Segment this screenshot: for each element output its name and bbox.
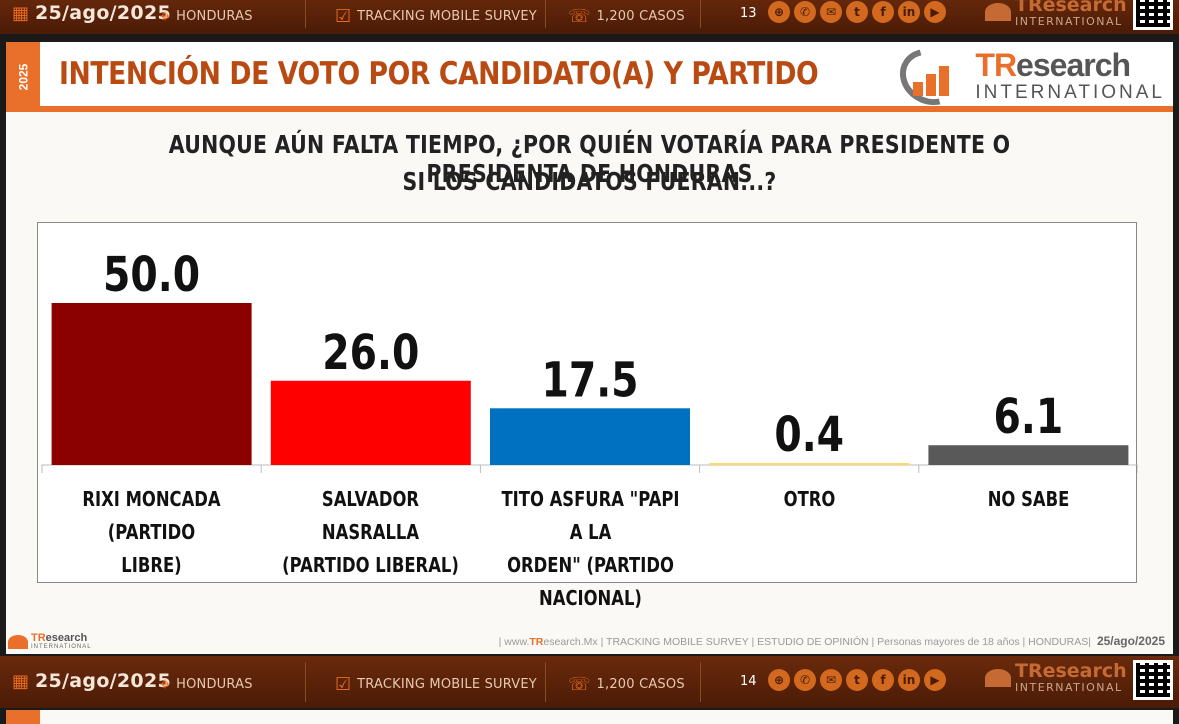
category-label: TITO ASFURA "PAPI A LA ORDEN" (PARTIDO NAC… — [500, 483, 680, 615]
category-label-line: TITO ASFURA "PAPI A LA — [500, 487, 680, 544]
footer-logo: TResearch INTERNATIONAL — [8, 633, 92, 650]
qr-code-icon — [1133, 660, 1173, 700]
twitter-icon[interactable]: t — [846, 1, 868, 23]
linkedin-icon[interactable]: in — [898, 1, 920, 23]
social-icons: ⊕ ✆ ✉ t f in ▶ — [768, 669, 946, 691]
category-label-line: SALVADOR NASRALLA — [322, 487, 420, 544]
bar — [490, 408, 690, 465]
social-icons: ⊕ ✆ ✉ t f in ▶ — [768, 1, 946, 23]
category-label-line: OTRO — [783, 487, 836, 511]
strip-country: HONDURAS — [176, 677, 253, 692]
chat-icon: ☏ — [568, 6, 591, 27]
whatsapp-icon[interactable]: ✆ — [794, 669, 816, 691]
location-icon: ⌖ — [160, 6, 171, 27]
strip-cases: 1,200 CASOS — [596, 677, 685, 692]
strip-date-group: ▦ 25/ago/2025 — [12, 2, 171, 24]
web-icon[interactable]: ⊕ — [768, 1, 790, 23]
strip-cases-group: ☏ 1,200 CASOS — [568, 674, 685, 695]
tresearch-logo: TResearch INTERNATIONAL — [890, 38, 1165, 116]
bar — [928, 445, 1129, 465]
slide: 2025 INTENCIÓN DE VOTO POR CANDIDATO(A) … — [6, 38, 1173, 654]
category-label: NO SABE — [939, 483, 1119, 516]
question-line-2: SI LOS CANDIDATOS FUERAN...? — [402, 167, 777, 196]
survey-icon: ☑ — [335, 674, 352, 695]
survey-icon: ☑ — [335, 6, 352, 27]
chart-frame: 50.0 26.0 17.5 0.4 6.1 RIXI MONCADA (PARTIDO… — [37, 222, 1138, 610]
category-label-line: (PARTIDO LIBERAL) — [282, 553, 460, 577]
data-label: 50.0 — [103, 247, 200, 303]
twitter-icon[interactable]: t — [846, 669, 868, 691]
strip-survey: TRACKING MOBILE SURVEY — [357, 677, 537, 692]
strip-survey-group: ☑ TRACKING MOBILE SURVEY — [335, 6, 537, 27]
bar-chart: 50.0 26.0 17.5 0.4 6.1 — [41, 247, 1138, 473]
linkedin-icon[interactable]: in — [898, 669, 920, 691]
data-label: 6.1 — [994, 389, 1064, 445]
data-label: 17.5 — [541, 353, 638, 409]
category-label: OTRO — [719, 483, 899, 516]
strip-country: HONDURAS — [176, 9, 253, 24]
category-label-line: LIBRE) — [121, 553, 182, 577]
chat-icon: ☏ — [568, 674, 591, 695]
facebook-icon[interactable]: f — [872, 1, 894, 23]
youtube-icon[interactable]: ▶ — [924, 669, 946, 691]
top-info-strip: ▦ 25/ago/2025 ⌖ HONDURAS ☑ TRACKING MOBI… — [0, 0, 1179, 34]
footer-text: | www.TResearch.Mx | TRACKING MOBILE SUR… — [498, 634, 1165, 648]
footer-date: 25/ago/2025 — [1096, 634, 1165, 648]
category-label-line: RIXI MONCADA (PARTIDO — [82, 487, 221, 544]
logo-chart-icon — [890, 38, 971, 116]
calendar-icon: ▦ — [12, 2, 30, 24]
category-label: RIXI MONCADA (PARTIDO LIBRE) — [62, 483, 242, 582]
qr-code-icon — [1133, 0, 1173, 30]
category-label-line: NACIONAL) — [538, 586, 642, 610]
strip-survey: TRACKING MOBILE SURVEY — [357, 9, 537, 24]
facebook-icon[interactable]: f — [872, 669, 894, 691]
strip-survey-group: ☑ TRACKING MOBILE SURVEY — [335, 674, 537, 695]
strip-page-number: 13 — [740, 6, 757, 21]
bar — [270, 380, 471, 465]
bar — [709, 463, 910, 465]
page-title: INTENCIÓN DE VOTO POR CANDIDATO(A) Y PAR… — [59, 56, 819, 92]
strip-page-number: 14 — [740, 674, 757, 689]
email-icon[interactable]: ✉ — [820, 1, 842, 23]
strip-date: 25/ago/2025 — [35, 2, 171, 24]
data-label: 0.4 — [774, 407, 844, 463]
location-icon: ⌖ — [160, 674, 171, 695]
next-slide-peek — [6, 710, 1173, 724]
data-label: 26.0 — [322, 325, 419, 381]
calendar-icon: ▦ — [12, 670, 30, 692]
whatsapp-icon[interactable]: ✆ — [794, 1, 816, 23]
strip-date-group: ▦ 25/ago/2025 — [12, 670, 171, 692]
strip-logo: TResearch INTERNATIONAL — [985, 662, 1127, 694]
strip-logo: TResearch INTERNATIONAL — [985, 0, 1127, 28]
strip-country-group: ⌖ HONDURAS — [160, 674, 253, 695]
youtube-icon[interactable]: ▶ — [924, 1, 946, 23]
slide-header: 2025 INTENCIÓN DE VOTO POR CANDIDATO(A) … — [6, 38, 1173, 116]
question-line-1: AUNQUE AÚN FALTA TIEMPO, ¿POR QUIÉN VOTA… — [168, 130, 1011, 188]
strip-cases: 1,200 CASOS — [596, 9, 685, 24]
year-tab: 2025 — [6, 42, 40, 112]
email-icon[interactable]: ✉ — [820, 669, 842, 691]
category-label-line: ORDEN" (PARTIDO — [506, 553, 674, 577]
strip-date: 25/ago/2025 — [35, 670, 171, 692]
strip-cases-group: ☏ 1,200 CASOS — [568, 6, 685, 27]
category-label: SALVADOR NASRALLA (PARTIDO LIBERAL) — [281, 483, 461, 582]
bottom-info-strip: ▦ 25/ago/2025 ⌖ HONDURAS ☑ TRACKING MOBI… — [0, 656, 1179, 708]
category-label-line: NO SABE — [987, 487, 1070, 511]
web-icon[interactable]: ⊕ — [768, 669, 790, 691]
bar — [51, 303, 252, 465]
strip-country-group: ⌖ HONDURAS — [160, 6, 253, 27]
